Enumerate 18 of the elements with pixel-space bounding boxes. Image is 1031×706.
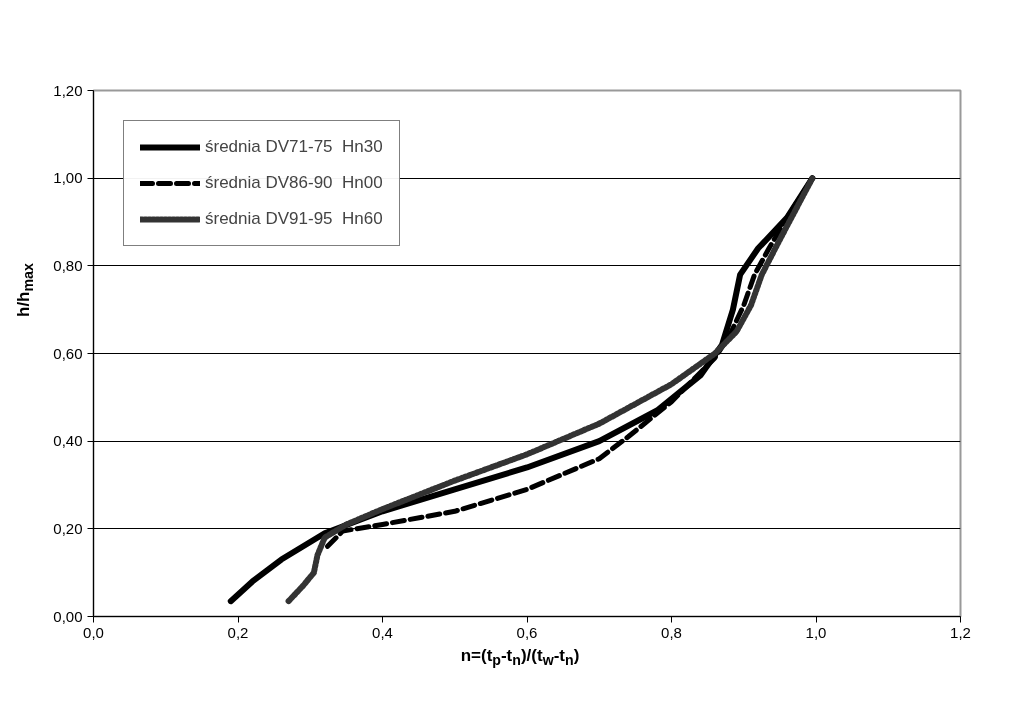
y-tick-label: 0,00 xyxy=(53,607,83,625)
y-tick-label: 0,80 xyxy=(53,256,83,274)
text: n=(t$_{p}$-t$_{n}$)/(t$_{w}$-t$_{n}$) xyxy=(460,646,580,669)
y-tick-label: 0,60 xyxy=(53,344,83,362)
legend-label: średnia DV86-90 Hn00 xyxy=(205,173,383,193)
x-tick-label: 0,0 xyxy=(83,623,104,641)
y-tick-label: 0,40 xyxy=(53,432,83,450)
y-tick-label: 1,00 xyxy=(53,169,83,187)
x-tick-label: 0,4 xyxy=(372,623,393,641)
y-tick-label: 0,20 xyxy=(53,519,83,537)
x-tick-label: 0,2 xyxy=(227,623,249,641)
x-tick-label: 1,2 xyxy=(950,623,971,641)
legend-label: średnia DV71-75 Hn30 xyxy=(205,137,383,157)
x-tick-label: 1,0 xyxy=(805,623,827,641)
legend-label: średnia DV91-95 Hn60 xyxy=(205,209,383,229)
y-tick-label: 1,20 xyxy=(53,81,83,99)
x-tick-label: 0,6 xyxy=(516,623,538,641)
x-tick-label: 0,8 xyxy=(661,623,682,641)
